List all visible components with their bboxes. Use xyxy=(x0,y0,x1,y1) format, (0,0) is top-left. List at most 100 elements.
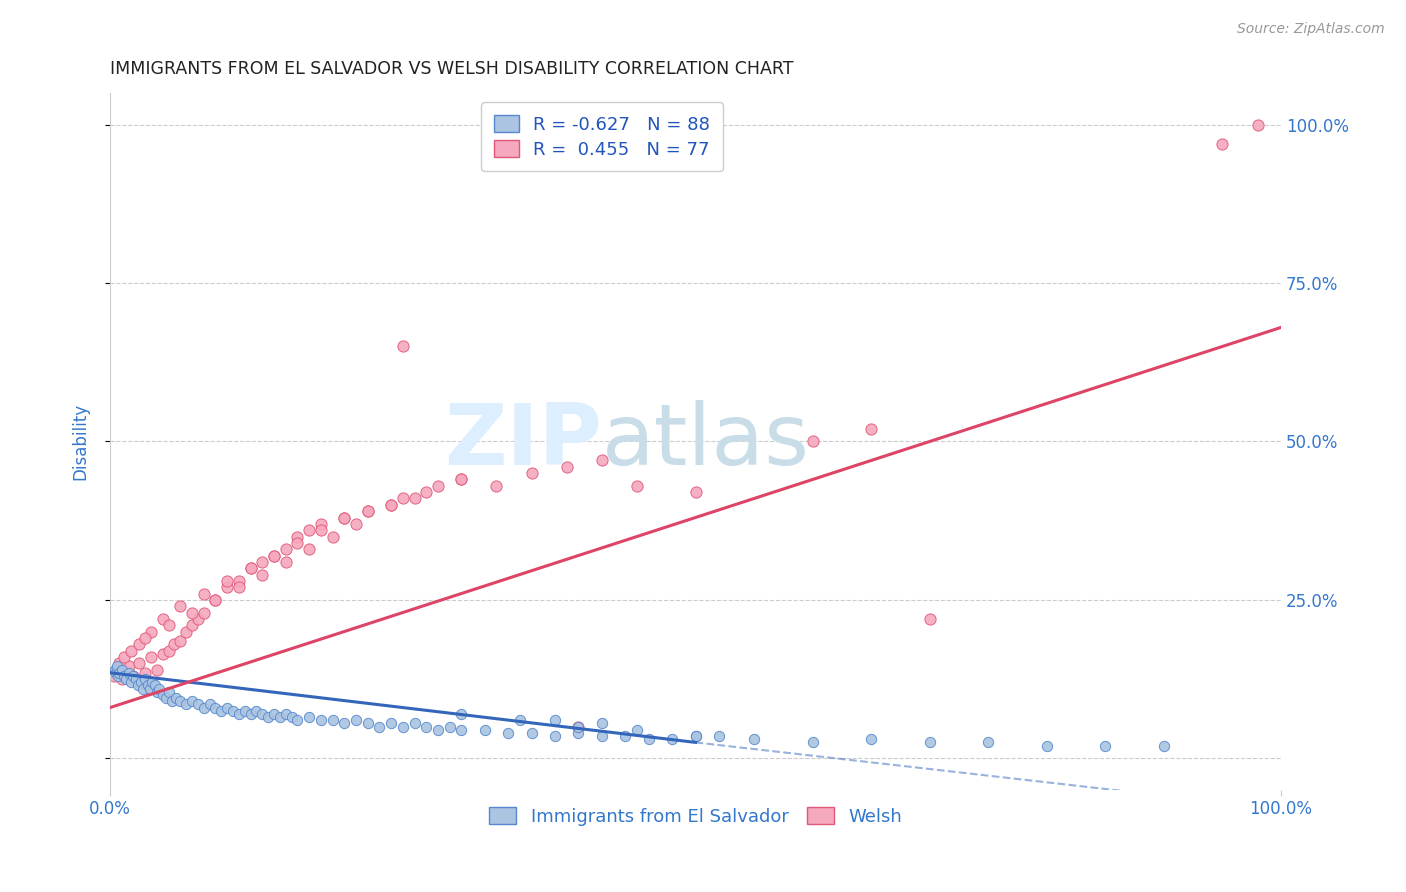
Point xyxy=(217,700,239,714)
Point xyxy=(120,643,142,657)
Point xyxy=(181,618,204,632)
Point xyxy=(415,485,437,500)
Point xyxy=(157,618,180,632)
Point xyxy=(217,580,239,594)
Point xyxy=(107,665,129,680)
Point xyxy=(257,710,280,724)
Point xyxy=(174,698,197,712)
Point xyxy=(567,720,589,734)
Point xyxy=(707,729,730,743)
Point xyxy=(626,479,648,493)
Point xyxy=(474,723,496,737)
Point xyxy=(239,706,262,721)
Point xyxy=(134,672,156,686)
Point xyxy=(485,479,508,493)
Point xyxy=(918,612,941,626)
Point xyxy=(333,716,356,731)
Point xyxy=(181,694,204,708)
Point xyxy=(1246,118,1268,132)
Point xyxy=(860,732,883,747)
Point xyxy=(344,713,367,727)
Point xyxy=(103,669,125,683)
Point xyxy=(626,723,648,737)
Point xyxy=(204,700,226,714)
Point xyxy=(148,681,170,696)
Point xyxy=(169,694,191,708)
Point xyxy=(380,716,402,731)
Point xyxy=(274,542,297,557)
Point xyxy=(193,700,215,714)
Point xyxy=(450,723,472,737)
Point xyxy=(228,706,250,721)
Point xyxy=(380,498,402,512)
Point xyxy=(450,473,472,487)
Point xyxy=(129,675,152,690)
Point xyxy=(141,675,163,690)
Point xyxy=(104,663,127,677)
Point xyxy=(174,624,197,639)
Point xyxy=(104,665,127,680)
Point xyxy=(322,529,344,543)
Point xyxy=(155,691,177,706)
Point xyxy=(233,704,256,718)
Point xyxy=(239,561,262,575)
Point xyxy=(637,732,659,747)
Point xyxy=(252,555,274,569)
Point xyxy=(685,485,707,500)
Point xyxy=(269,710,291,724)
Point xyxy=(222,704,245,718)
Point xyxy=(217,574,239,588)
Point xyxy=(120,675,142,690)
Point xyxy=(1094,739,1116,753)
Point xyxy=(125,672,148,686)
Point xyxy=(169,634,191,648)
Point xyxy=(146,684,169,698)
Point xyxy=(509,713,531,727)
Point xyxy=(263,549,285,563)
Point xyxy=(450,706,472,721)
Point xyxy=(1211,136,1233,151)
Point xyxy=(127,678,149,692)
Point xyxy=(391,720,413,734)
Point xyxy=(134,631,156,645)
Point xyxy=(263,706,285,721)
Point xyxy=(298,710,321,724)
Point xyxy=(380,498,402,512)
Point xyxy=(136,678,159,692)
Point xyxy=(108,665,131,680)
Point xyxy=(977,735,1000,749)
Text: ZIP: ZIP xyxy=(444,400,602,483)
Point xyxy=(252,567,274,582)
Point xyxy=(404,716,426,731)
Point xyxy=(263,549,285,563)
Point xyxy=(661,732,683,747)
Point xyxy=(128,657,150,671)
Point xyxy=(122,669,145,683)
Point xyxy=(591,453,613,467)
Point xyxy=(333,510,356,524)
Text: Source: ZipAtlas.com: Source: ZipAtlas.com xyxy=(1237,22,1385,37)
Point xyxy=(368,720,391,734)
Point xyxy=(228,580,250,594)
Point xyxy=(134,665,156,680)
Point xyxy=(274,555,297,569)
Point xyxy=(252,706,274,721)
Point xyxy=(309,713,332,727)
Point xyxy=(105,659,128,673)
Point xyxy=(122,669,145,683)
Y-axis label: Disability: Disability xyxy=(72,403,89,480)
Point xyxy=(280,710,302,724)
Point xyxy=(614,729,637,743)
Point xyxy=(918,735,941,749)
Point xyxy=(333,510,356,524)
Point xyxy=(520,466,543,480)
Point xyxy=(112,669,135,683)
Point xyxy=(245,704,267,718)
Point xyxy=(742,732,765,747)
Point xyxy=(187,698,209,712)
Point xyxy=(415,720,437,734)
Point xyxy=(555,459,578,474)
Point xyxy=(132,681,155,696)
Point xyxy=(204,592,226,607)
Point xyxy=(391,491,413,506)
